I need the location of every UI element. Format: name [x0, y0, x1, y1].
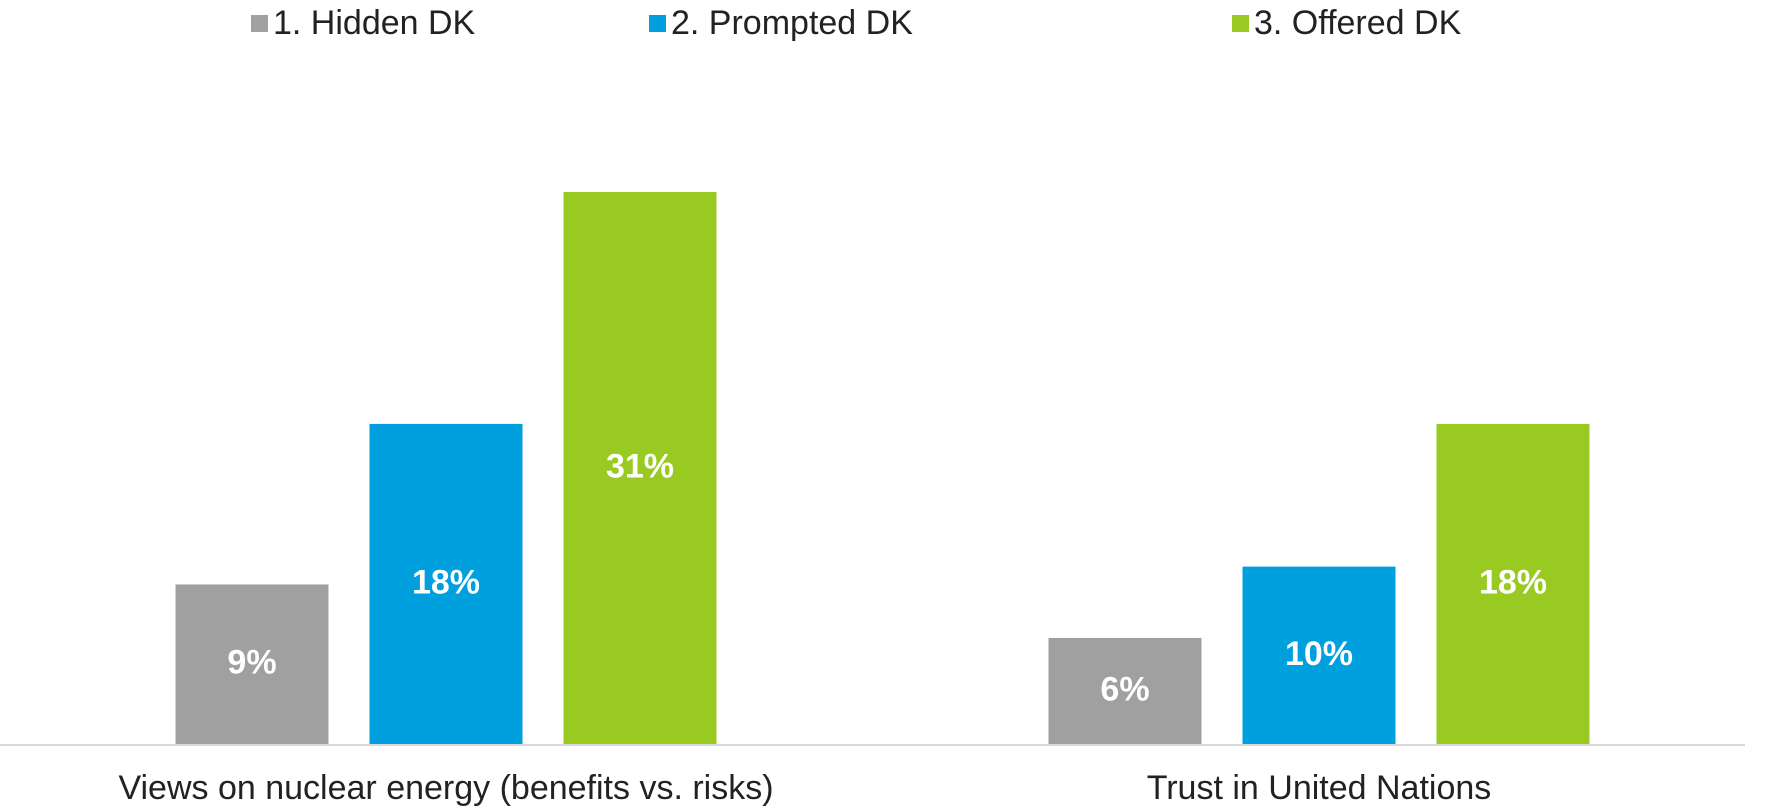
bar: [175, 584, 329, 745]
legend-text: 1. Hidden DK: [273, 4, 476, 42]
legend-swatch: [649, 15, 666, 32]
category-label: Views on nuclear energy (benefits vs. ri…: [118, 769, 773, 807]
value-label: 10%: [1285, 635, 1353, 673]
value-label: 9%: [227, 644, 276, 682]
bar: [1048, 637, 1202, 745]
value-label: 31%: [606, 447, 674, 485]
value-label: 6%: [1100, 670, 1149, 708]
bar: [563, 192, 717, 745]
category-label: Trust in United Nations: [1147, 769, 1492, 807]
legend-text: 3. Offered DK: [1254, 4, 1462, 42]
legend-swatch: [1232, 15, 1249, 32]
bar: [369, 423, 523, 745]
bar: [1242, 566, 1396, 745]
bar: [1436, 423, 1590, 745]
value-label: 18%: [412, 563, 480, 601]
value-label: 18%: [1479, 563, 1547, 601]
legend-swatch: [251, 15, 268, 32]
legend-text: 2. Prompted DK: [671, 4, 913, 42]
